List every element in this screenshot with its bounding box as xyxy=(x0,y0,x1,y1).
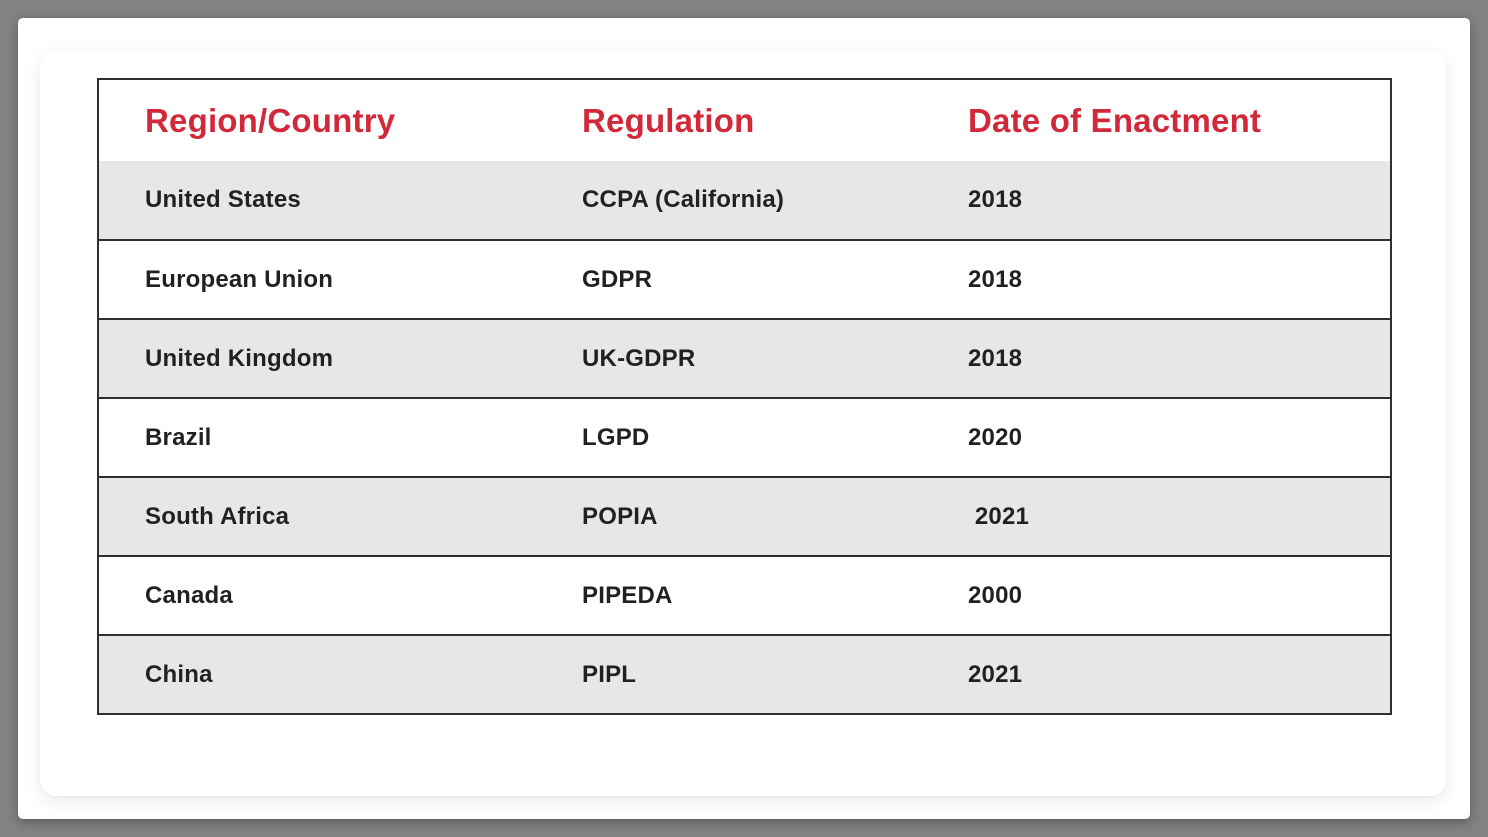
cell-regulation: PIPEDA xyxy=(582,581,673,609)
header-region-country: Region/Country xyxy=(145,101,396,139)
table-row: Brazil LGPD 2020 xyxy=(98,398,1391,477)
cell-region: European Union xyxy=(145,265,334,293)
regulations-table: Region/Country Regulation Date of Enactm… xyxy=(97,78,1392,715)
table-row: United Kingdom UK-GDPR 2018 xyxy=(98,319,1391,398)
header-date-of-enactment: Date of Enactment xyxy=(968,101,1262,139)
cell-region: Canada xyxy=(145,581,233,609)
cell-date: 2018 xyxy=(968,344,1023,372)
cell-date: 2000 xyxy=(968,581,1023,609)
cell-regulation: POPIA xyxy=(582,502,658,530)
cell-regulation: PIPL xyxy=(582,660,637,688)
cell-region: United Kingdom xyxy=(145,344,334,372)
table-row: China PIPL 2021 xyxy=(98,635,1391,714)
table-row: United States CCPA (California) 2018 xyxy=(98,161,1391,240)
table-row: European Union GDPR 2018 xyxy=(98,240,1391,319)
table-row: South Africa POPIA 2021 xyxy=(98,477,1391,556)
page-background: Region/Country Regulation Date of Enactm… xyxy=(18,18,1470,819)
content-card: Region/Country Regulation Date of Enactm… xyxy=(40,50,1446,796)
cell-date: 2020 xyxy=(968,423,1023,451)
table-header-row: Region/Country Regulation Date of Enactm… xyxy=(98,79,1391,161)
cell-date: 2021 xyxy=(968,502,1030,530)
cell-regulation: CCPA (California) xyxy=(582,186,785,213)
cell-regulation: GDPR xyxy=(582,265,653,293)
table-row: Canada PIPEDA 2000 xyxy=(98,556,1391,635)
cell-regulation: LGPD xyxy=(582,423,650,451)
cell-regulation: UK-GDPR xyxy=(582,344,696,372)
cell-date: 2018 xyxy=(968,186,1023,213)
cell-region: China xyxy=(145,660,213,688)
cell-region: Brazil xyxy=(145,423,212,451)
cell-date: 2018 xyxy=(968,265,1023,293)
cell-date: 2021 xyxy=(968,660,1023,688)
cell-region: United States xyxy=(145,186,301,213)
cell-region: South Africa xyxy=(145,502,290,530)
header-regulation: Regulation xyxy=(582,101,755,139)
